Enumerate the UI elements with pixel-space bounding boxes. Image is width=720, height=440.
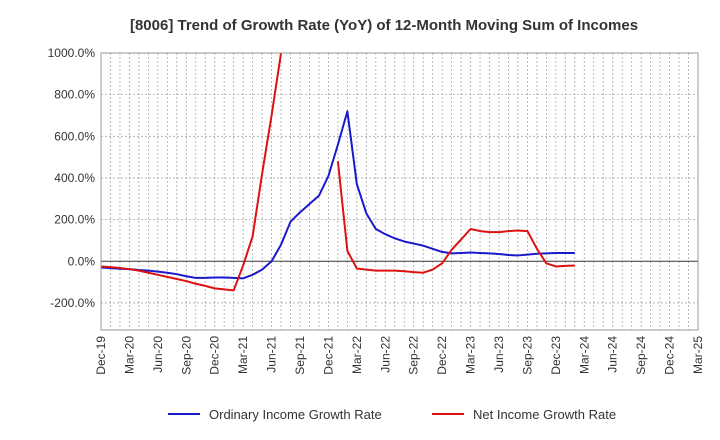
- x-tick-label: Sep-23: [520, 336, 534, 375]
- x-tick-label: Mar-25: [691, 336, 705, 374]
- chart-title: [8006] Trend of Growth Rate (YoY) of 12-…: [130, 17, 638, 34]
- x-tick-label: Sep-21: [293, 336, 307, 375]
- series-line-2: [336, 161, 575, 274]
- legend-label-net: Net Income Growth Rate: [473, 407, 616, 422]
- x-tick-label: Dec-21: [321, 336, 335, 375]
- x-tick-label: Mar-24: [577, 336, 591, 374]
- y-tick-label: 400.0%: [54, 171, 95, 185]
- x-tick-label: Dec-24: [663, 336, 677, 375]
- x-tick-label: Sep-20: [179, 336, 193, 375]
- legend-label-ordinary: Ordinary Income Growth Rate: [209, 407, 382, 422]
- x-tick-label: Mar-22: [350, 336, 364, 374]
- series-lines: [101, 53, 575, 292]
- x-tick-label: Mar-23: [464, 336, 478, 374]
- x-tick-label: Mar-20: [122, 336, 136, 374]
- x-tick-label: Mar-21: [236, 336, 250, 374]
- series-line-0: [101, 110, 575, 280]
- x-tick-label: Jun-22: [378, 336, 392, 373]
- x-axis-tick-labels: Dec-19 Mar-20 Jun-20 Sep-20 Dec-20 Mar-21 Jun-…: [94, 336, 705, 375]
- y-tick-label: 200.0%: [54, 213, 95, 227]
- legend: Ordinary Income Growth Rate Net Income G…: [168, 407, 616, 422]
- x-tick-label: Dec-22: [435, 336, 449, 375]
- plot-frame: [100, 52, 699, 331]
- x-tick-label: Dec-23: [549, 336, 563, 375]
- y-tick-label: 0.0%: [68, 254, 96, 268]
- y-tick-label: 1000.0%: [48, 46, 96, 60]
- series-line-1: [101, 53, 283, 292]
- x-tick-label: Sep-22: [407, 336, 421, 375]
- x-tick-label: Jun-20: [151, 336, 165, 373]
- grid-lines: [101, 52, 698, 330]
- x-tick-label: Jun-23: [492, 336, 506, 373]
- x-tick-label: Dec-20: [208, 336, 222, 375]
- x-tick-label: Jun-21: [265, 336, 279, 373]
- x-tick-label: Dec-19: [94, 336, 108, 375]
- x-tick-label: Sep-24: [634, 336, 648, 375]
- y-tick-label: -200.0%: [50, 296, 95, 310]
- y-axis-tick-labels: -200.0% 0.0% 200.0% 400.0% 600.0% 800.0% 1000.…: [48, 46, 96, 310]
- x-tick-label: Jun-24: [606, 336, 620, 373]
- y-tick-label: 800.0%: [54, 88, 95, 102]
- y-tick-label: 600.0%: [54, 129, 95, 143]
